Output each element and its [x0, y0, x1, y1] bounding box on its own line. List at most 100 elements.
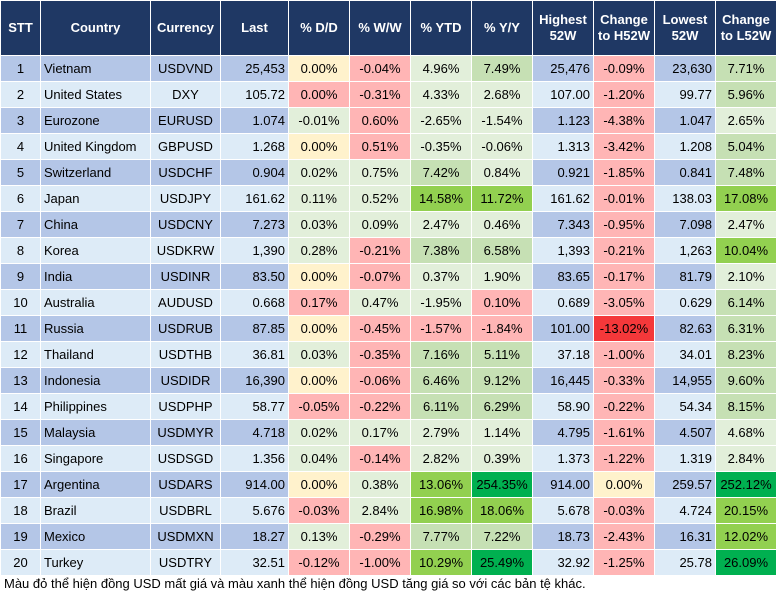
cell-chl: 26.09%: [715, 549, 777, 576]
cell-low: 0.629: [654, 289, 716, 316]
cell-country: China: [40, 211, 151, 238]
cell-ytd: 6.11%: [410, 393, 472, 420]
table-row: 17 Argentina USDARS 914.00 0.00% 0.38% 13.06% 2…: [0, 471, 777, 498]
cell-yy: -1.84%: [471, 315, 533, 342]
cell-stt: 19: [0, 523, 41, 550]
cell-chh: -4.38%: [593, 107, 655, 134]
cell-chh: -1.22%: [593, 445, 655, 472]
cell-yy: 0.46%: [471, 211, 533, 238]
cell-stt: 20: [0, 549, 41, 576]
cell-currency: USDVND: [150, 55, 221, 82]
cell-ytd: 10.29%: [410, 549, 472, 576]
cell-chh: -13.02%: [593, 315, 655, 342]
currency-table: STT Country Currency Last % D/D % W/W % …: [0, 0, 777, 576]
cell-currency: USDJPY: [150, 185, 221, 212]
table-row: 5 Switzerland USDCHF 0.904 0.02% 0.75% 7.42% 0.…: [0, 159, 777, 186]
cell-dd: -0.05%: [288, 393, 350, 420]
cell-currency: USDRUB: [150, 315, 221, 342]
cell-country: Argentina: [40, 471, 151, 498]
cell-currency: USDCNY: [150, 211, 221, 238]
cell-ytd: 0.37%: [410, 263, 472, 290]
cell-ytd: 13.06%: [410, 471, 472, 498]
cell-low: 1.047: [654, 107, 716, 134]
cell-yy: 6.29%: [471, 393, 533, 420]
cell-last: 4.718: [220, 419, 289, 446]
cell-currency: USDBRL: [150, 497, 221, 524]
cell-ytd: 7.77%: [410, 523, 472, 550]
table-row: 10 Australia AUDUSD 0.668 0.17% 0.47% -1.95% 0.…: [0, 289, 777, 316]
cell-ww: 0.51%: [349, 133, 411, 160]
cell-chh: -2.43%: [593, 523, 655, 550]
cell-chl: 12.02%: [715, 523, 777, 550]
cell-yy: 1.90%: [471, 263, 533, 290]
cell-last: 0.668: [220, 289, 289, 316]
cell-stt: 2: [0, 81, 41, 108]
cell-ytd: 7.16%: [410, 341, 472, 368]
cell-chh: -0.09%: [593, 55, 655, 82]
cell-dd: 0.03%: [288, 211, 350, 238]
cell-currency: USDMXN: [150, 523, 221, 550]
cell-chh: 0.00%: [593, 471, 655, 498]
cell-ytd: 2.79%: [410, 419, 472, 446]
cell-chh: -0.03%: [593, 497, 655, 524]
cell-high: 25,476: [532, 55, 594, 82]
cell-last: 83.50: [220, 263, 289, 290]
cell-ww: -0.35%: [349, 341, 411, 368]
cell-country: Korea: [40, 237, 151, 264]
cell-yy: -1.54%: [471, 107, 533, 134]
footnote: Màu đỏ thể hiện đồng USD mất giá và màu …: [4, 576, 586, 591]
cell-stt: 5: [0, 159, 41, 186]
cell-stt: 7: [0, 211, 41, 238]
cell-last: 105.72: [220, 81, 289, 108]
table-row: 6 Japan USDJPY 161.62 0.11% 0.52% 14.58% 11.72%…: [0, 185, 777, 212]
table-row: 16 Singapore USDSGD 1.356 0.04% -0.14% 2.82% 0.…: [0, 445, 777, 472]
cell-chl: 6.31%: [715, 315, 777, 342]
table-row: 20 Turkey USDTRY 32.51 -0.12% -1.00% 10.29% 25.…: [0, 549, 777, 576]
cell-ww: -0.29%: [349, 523, 411, 550]
cell-yy: 254.35%: [471, 471, 533, 498]
cell-country: United Kingdom: [40, 133, 151, 160]
cell-last: 1.356: [220, 445, 289, 472]
cell-ytd: 7.42%: [410, 159, 472, 186]
cell-last: 32.51: [220, 549, 289, 576]
cell-stt: 4: [0, 133, 41, 160]
cell-last: 25,453: [220, 55, 289, 82]
cell-low: 0.841: [654, 159, 716, 186]
cell-chl: 2.65%: [715, 107, 777, 134]
cell-last: 87.85: [220, 315, 289, 342]
cell-chh: -0.95%: [593, 211, 655, 238]
cell-last: 58.77: [220, 393, 289, 420]
cell-ww: -1.00%: [349, 549, 411, 576]
table-row: 12 Thailand USDTHB 36.81 0.03% -0.35% 7.16% 5.1…: [0, 341, 777, 368]
cell-country: Russia: [40, 315, 151, 342]
cell-low: 1.208: [654, 133, 716, 160]
cell-ww: -0.06%: [349, 367, 411, 394]
header-change-l52w: Change to L52W: [715, 0, 777, 56]
header-ytd: % YTD: [410, 0, 472, 56]
cell-dd: -0.03%: [288, 497, 350, 524]
cell-dd: 0.00%: [288, 315, 350, 342]
cell-low: 34.01: [654, 341, 716, 368]
cell-yy: 2.68%: [471, 81, 533, 108]
cell-high: 18.73: [532, 523, 594, 550]
cell-chh: -1.25%: [593, 549, 655, 576]
cell-dd: 0.00%: [288, 471, 350, 498]
cell-low: 25.78: [654, 549, 716, 576]
cell-currency: USDTHB: [150, 341, 221, 368]
header-ww: % W/W: [349, 0, 411, 56]
table-row: 14 Philippines USDPHP 58.77 -0.05% -0.22% 6.11…: [0, 393, 777, 420]
cell-country: Brazil: [40, 497, 151, 524]
cell-ytd: 16.98%: [410, 497, 472, 524]
table-row: 9 India USDINR 83.50 0.00% -0.07% 0.37% 1.90% 83…: [0, 263, 777, 290]
cell-currency: USDIDR: [150, 367, 221, 394]
cell-ww: -0.21%: [349, 237, 411, 264]
cell-high: 914.00: [532, 471, 594, 498]
cell-chl: 6.14%: [715, 289, 777, 316]
cell-high: 0.689: [532, 289, 594, 316]
cell-dd: 0.03%: [288, 341, 350, 368]
cell-last: 16,390: [220, 367, 289, 394]
cell-country: Mexico: [40, 523, 151, 550]
cell-currency: AUDUSD: [150, 289, 221, 316]
cell-dd: 0.00%: [288, 133, 350, 160]
cell-yy: 11.72%: [471, 185, 533, 212]
